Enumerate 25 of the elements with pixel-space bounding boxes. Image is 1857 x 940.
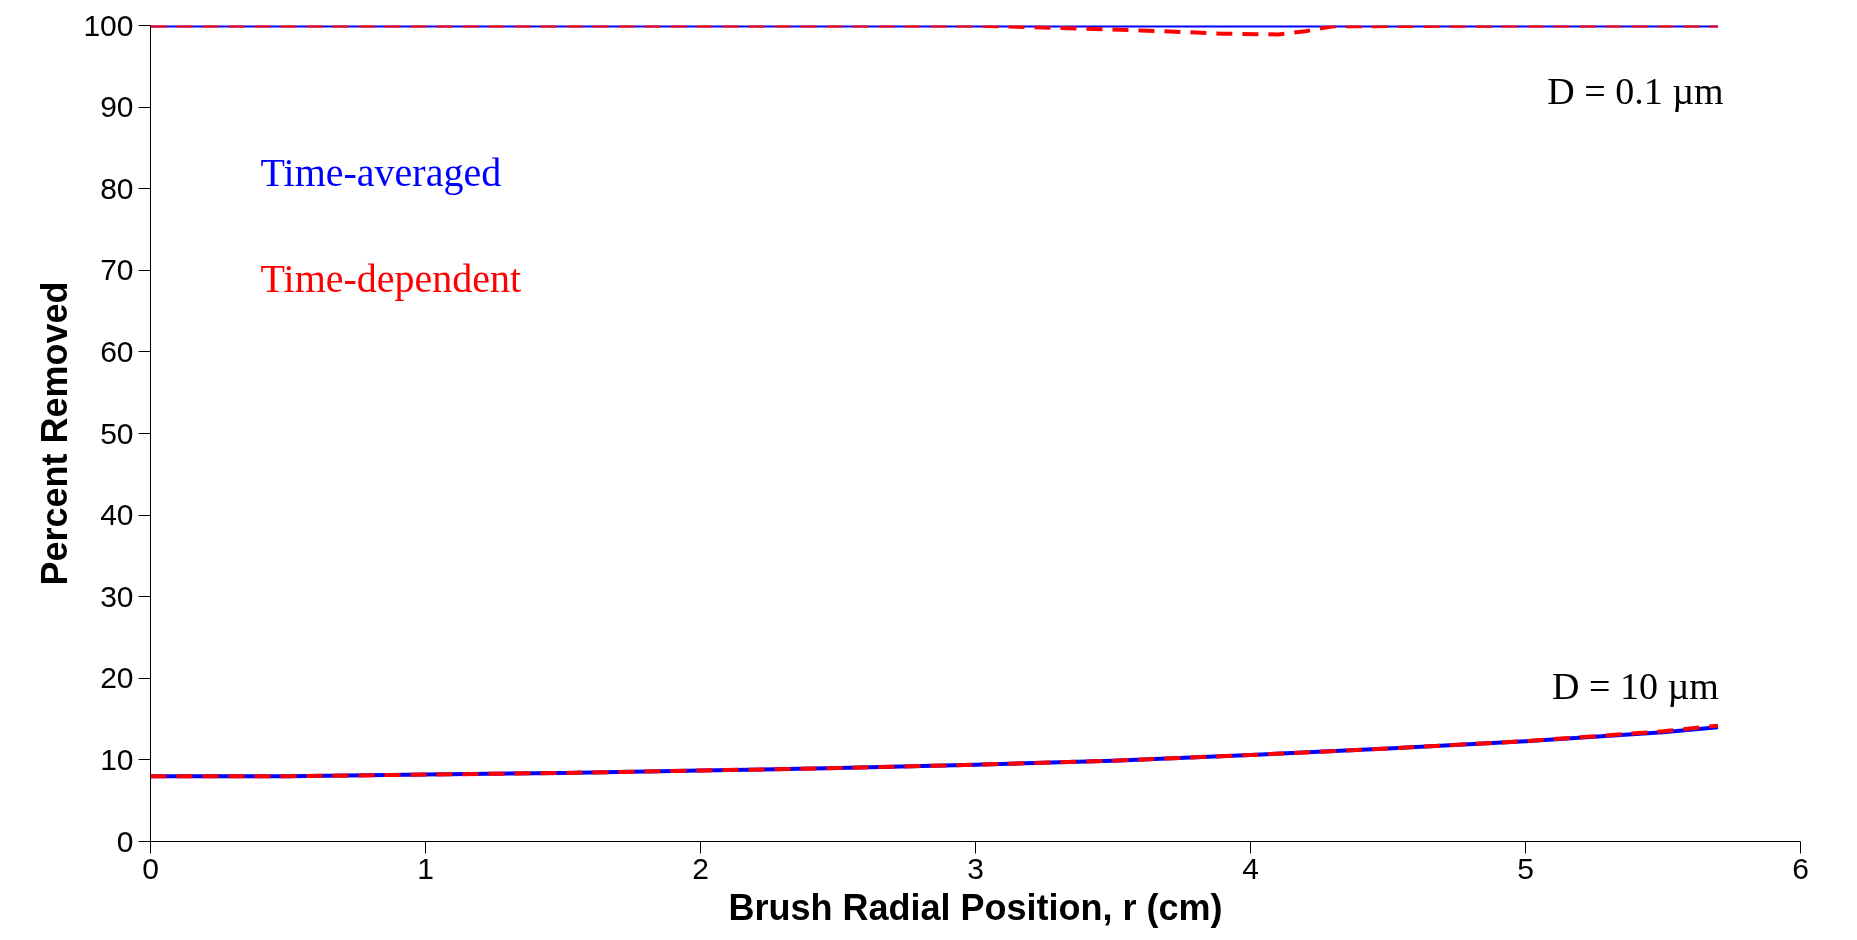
y-tick-label: 0 (116, 824, 134, 858)
x-tick-label: 2 (692, 851, 709, 885)
y-tick-label: 50 (100, 416, 134, 450)
annotation: D = 10 µm (1552, 665, 1719, 708)
x-tick-label: 0 (142, 851, 159, 885)
x-tick-label: 5 (1517, 851, 1534, 885)
x-tick-label: 4 (1242, 851, 1259, 885)
line-series (150, 25, 1720, 37)
x-axis-title: Brush Radial Position, r (cm) (728, 886, 1223, 928)
y-tick-label: 20 (100, 661, 134, 695)
y-tick-label: 30 (100, 579, 134, 613)
text: Time-dependent (260, 255, 522, 301)
y-tick-label: 10 (100, 742, 134, 776)
y-tick-label: 90 (100, 90, 134, 124)
y-axis-title: Percent Removed (34, 281, 76, 586)
text: Time-averaged (260, 149, 502, 195)
y-tick-label: 70 (100, 253, 134, 287)
annotation: D = 0.1 µm (1547, 69, 1724, 112)
x-tick-label: 3 (967, 851, 984, 885)
y-tick-label: 100 (83, 8, 134, 42)
x-tick-label: 6 (1792, 851, 1809, 885)
y-tick-label: 80 (100, 171, 134, 205)
y-tick-label: 60 (100, 334, 134, 368)
x-tick-label: 1 (417, 851, 434, 885)
y-tick-label: 40 (100, 498, 134, 532)
